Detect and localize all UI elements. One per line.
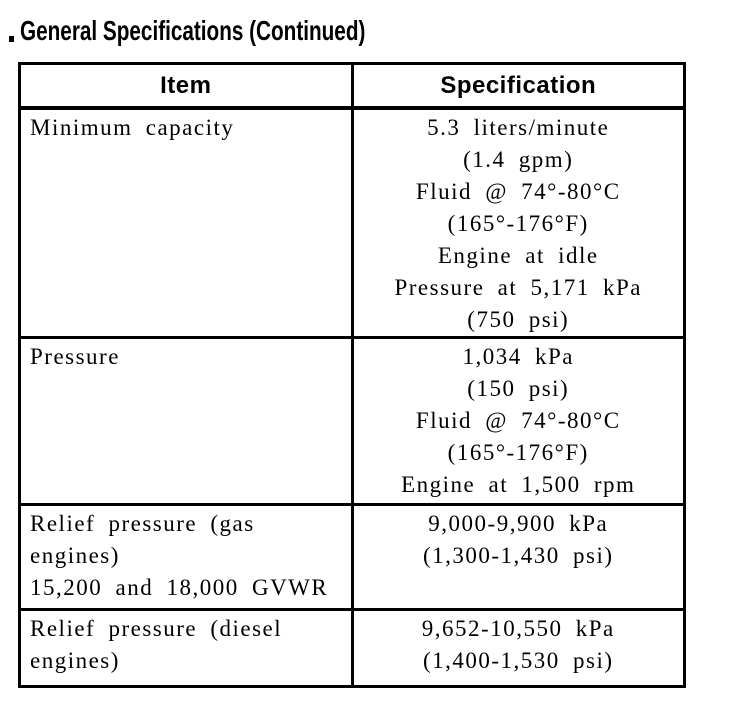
item-cell: Relief pressure (gas engines) 15,200 and… [18, 503, 354, 611]
spec-line: (165°-176°F) [447, 211, 589, 236]
spec-line: 1,034 kPa [462, 344, 574, 369]
spec-cell: 9,652-10,550 kPa (1,400-1,530 psi) [350, 608, 686, 688]
column-header-item: Item [18, 62, 354, 110]
spec-line: (1,300-1,430 psi) [422, 543, 614, 568]
spec-cell: 9,000-9,900 kPa (1,300-1,430 psi) [350, 503, 686, 611]
specifications-table: Item Specification Minimum capacity 5.3 … [18, 62, 686, 688]
spec-line: Engine at 1,500 rpm [401, 472, 636, 497]
spec-cell: 1,034 kPa (150 psi) Fluid @ 74°-80°C (16… [350, 336, 686, 506]
title-row: General Specifications (Continued) [20, 14, 736, 47]
item-line: Pressure [30, 344, 120, 369]
spec-line: (165°-176°F) [447, 440, 589, 465]
spec-line: Fluid @ 74°-80°C [415, 179, 621, 204]
spec-line: Engine at idle [437, 243, 599, 268]
spec-line: 9,000-9,900 kPa [428, 511, 609, 536]
spec-line: Fluid @ 74°-80°C [415, 408, 621, 433]
spec-line: (1,400-1,530 psi) [422, 648, 614, 673]
item-cell: Pressure [18, 336, 354, 506]
spec-line: 5.3 liters/minute [427, 115, 610, 140]
item-line: engines) [30, 648, 120, 673]
page-title: General Specifications (Continued) [20, 15, 366, 46]
spec-line: Pressure at 5,171 kPa [394, 275, 643, 300]
item-line: Relief pressure (diesel [30, 616, 283, 641]
item-line: Relief pressure (gas [30, 511, 255, 536]
spec-line: (750 psi) [467, 307, 570, 332]
spec-line: (150 psi) [467, 376, 570, 401]
spec-cell: 5.3 liters/minute (1.4 gpm) Fluid @ 74°-… [350, 106, 686, 339]
table-row-pressure: Pressure 1,034 kPa (150 psi) Fluid @ 74°… [18, 336, 686, 506]
item-line: 15,200 and 18,000 GVWR [30, 575, 329, 600]
item-line: engines) [30, 543, 120, 568]
spec-line: (1.4 gpm) [463, 147, 574, 172]
table-row-relief-pressure-gas: Relief pressure (gas engines) 15,200 and… [18, 503, 686, 611]
scan-artifact [9, 36, 14, 42]
item-cell: Relief pressure (diesel engines) [18, 608, 354, 688]
spec-line: 9,652-10,550 kPa [421, 616, 615, 641]
document-page: General Specifications (Continued) Item … [0, 14, 736, 688]
item-line: Minimum capacity [30, 115, 235, 140]
table-row-minimum-capacity: Minimum capacity 5.3 liters/minute (1.4 … [18, 106, 686, 339]
table-row-relief-pressure-diesel: Relief pressure (diesel engines) 9,652-1… [18, 608, 686, 688]
column-header-specification: Specification [350, 62, 686, 110]
header-row: Item Specification [18, 62, 686, 110]
item-cell: Minimum capacity [18, 106, 354, 339]
